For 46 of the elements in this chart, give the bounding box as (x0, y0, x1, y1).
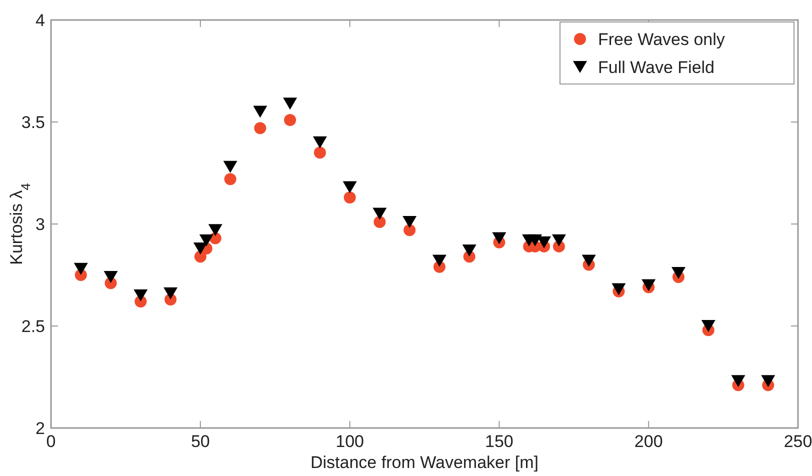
point (528, 234, 542, 246)
point (208, 224, 222, 236)
x-tick-label: 200 (634, 432, 663, 451)
x-tick-label: 100 (336, 432, 364, 451)
point (432, 254, 446, 267)
point (372, 208, 387, 220)
point (671, 266, 686, 279)
point (284, 114, 296, 126)
point (374, 216, 386, 228)
point (731, 375, 746, 388)
y-tick-label: 2 (36, 418, 45, 438)
point (344, 191, 356, 204)
point (224, 173, 236, 186)
legend-label: Full Wave Field (598, 58, 715, 77)
x-tick-label: 150 (485, 432, 514, 451)
point (761, 375, 776, 388)
y-tick-label: 3 (36, 214, 45, 234)
point (193, 242, 208, 254)
point (701, 320, 716, 332)
point (552, 234, 566, 246)
point (582, 254, 596, 267)
point (402, 216, 417, 228)
y-tick-label: 3.5 (21, 112, 45, 132)
point (254, 122, 266, 134)
point (164, 287, 178, 300)
point (134, 289, 148, 302)
point (342, 181, 357, 194)
x-tick-label: 0 (46, 432, 56, 451)
x-axis-title: Distance from Wavemaker [m] (310, 453, 538, 472)
point (492, 232, 506, 244)
legend-label: Free Waves only (598, 30, 726, 49)
x-tick-label: 250 (784, 432, 812, 451)
point (253, 106, 268, 118)
point (199, 234, 214, 246)
point (314, 146, 326, 159)
point (283, 98, 298, 110)
point (537, 236, 552, 248)
y-tick-label: 2.5 (21, 316, 45, 336)
point (74, 262, 88, 275)
point (223, 160, 238, 173)
y-tick-label: 4 (36, 10, 45, 30)
x-tick-label: 50 (190, 432, 210, 451)
point (404, 224, 416, 236)
point (312, 136, 327, 148)
point (104, 271, 118, 284)
point (462, 244, 476, 257)
